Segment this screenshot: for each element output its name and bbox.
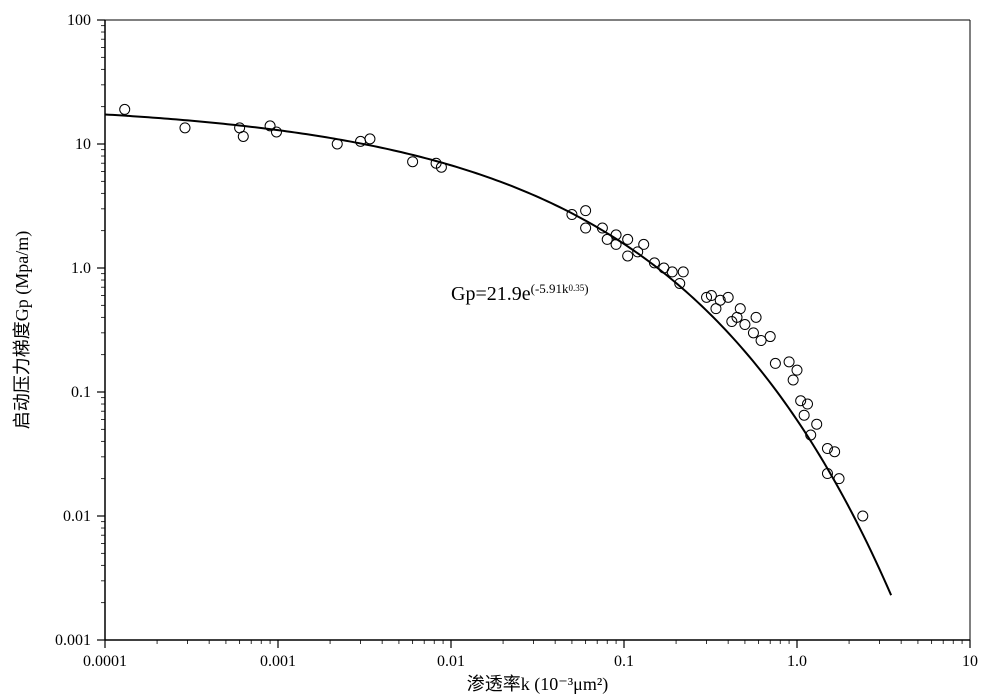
y-tick-label: 10 [75,136,91,153]
y-tick-label: 1.0 [71,260,91,277]
data-point [678,267,688,277]
data-point [365,134,375,144]
x-tick-label: 1.0 [787,653,807,670]
data-point [238,131,248,141]
scatter-points [120,104,868,521]
data-point [748,328,758,338]
data-point [812,419,822,429]
data-point [623,251,633,261]
data-point [834,474,844,484]
data-point [740,320,750,330]
data-point [611,239,621,249]
data-point [784,357,794,367]
y-tick-label: 0.1 [71,384,91,401]
y-axis-label: 启动压力梯度Gp (Mpa/m) [12,231,33,429]
data-point [180,123,190,133]
fitted-curve [105,114,891,595]
y-tick-label: 0.01 [63,508,91,525]
x-tick-label: 0.1 [614,653,634,670]
data-point [858,511,868,521]
chart-container: 0.0001 0.001 0.01 0.1 1.0 10 0.001 0.01 0.1 1.0 1… [0,0,1000,696]
y-ticks: 0.001 0.01 0.1 1.0 10 100 [55,12,105,649]
data-point [356,136,366,146]
data-point [765,332,775,342]
data-point [623,234,633,244]
data-point [332,139,342,149]
data-point [799,410,809,420]
formula-annotation: Gp=21.9e(-5.91k0.35) [451,281,589,306]
x-tick-label: 10 [962,653,978,670]
x-tick-label: 0.01 [437,653,465,670]
data-point [581,206,591,216]
data-point [792,365,802,375]
x-axis-label: 渗透率k (10⁻³μm²) [467,674,608,695]
data-point [756,336,766,346]
chart-svg: 0.0001 0.001 0.01 0.1 1.0 10 0.001 0.01 0.1 1.0 1… [0,0,1000,696]
y-tick-label: 100 [67,12,91,29]
x-tick-label: 0.0001 [83,653,127,670]
axes [105,20,970,640]
x-tick-label: 0.001 [260,653,296,670]
data-point [639,239,649,249]
data-point [408,157,418,167]
data-point [735,304,745,314]
x-ticks: 0.0001 0.001 0.01 0.1 1.0 10 [83,640,978,670]
y-tick-label: 0.001 [55,632,91,649]
data-point [667,267,677,277]
data-point [788,375,798,385]
data-point [751,312,761,322]
data-point [770,358,780,368]
data-point [581,223,591,233]
data-point [271,127,281,137]
data-point [120,104,130,114]
